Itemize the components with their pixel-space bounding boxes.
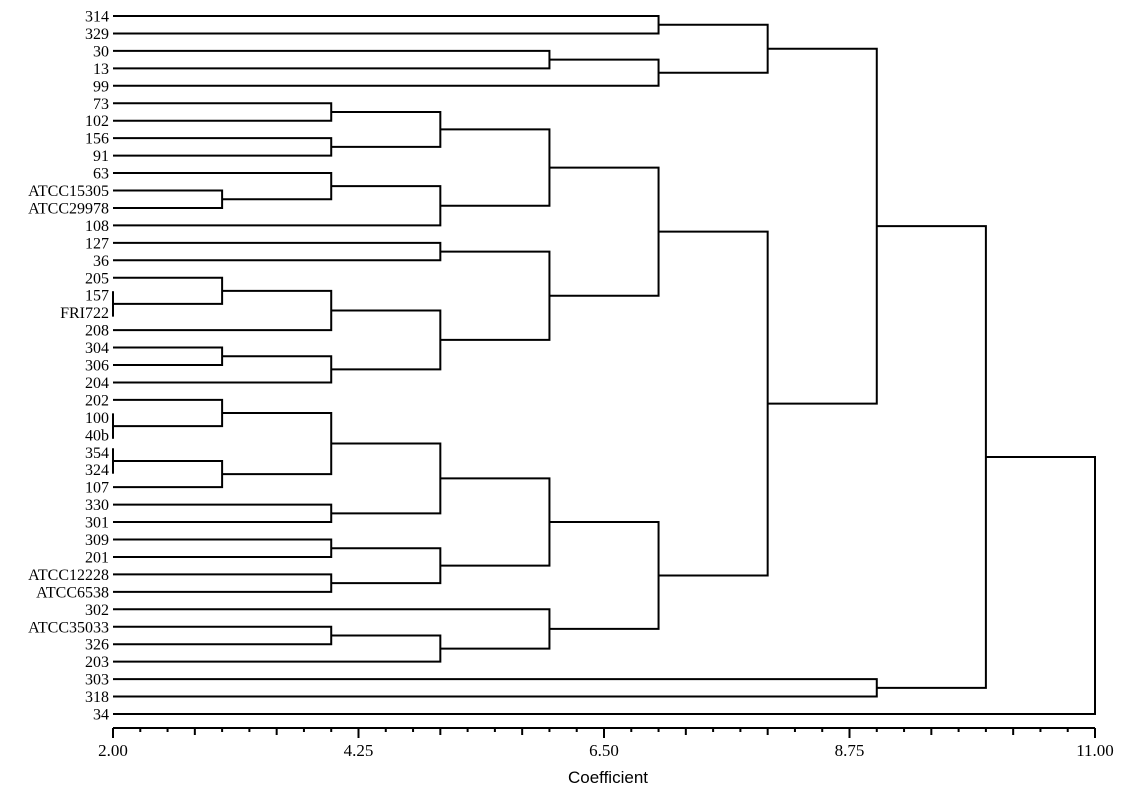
leaf-label: ATCC35033 — [28, 619, 109, 636]
leaf-label: 157 — [85, 288, 109, 305]
dendrogram-link — [440, 250, 551, 341]
dendrogram-link — [113, 289, 333, 332]
dendrogram-link — [113, 573, 333, 593]
leaf-label: 202 — [85, 392, 109, 409]
dendrogram-link — [113, 355, 333, 384]
dendrogram-link — [440, 128, 551, 207]
leaf-label: 30 — [93, 43, 109, 60]
leaf-label: 309 — [85, 532, 109, 549]
leaf-label: 108 — [85, 218, 109, 235]
x-axis-ticks — [112, 728, 1096, 738]
dendrogram-link — [113, 172, 333, 201]
dendrogram-link — [113, 625, 333, 646]
dendrogram-link — [113, 137, 333, 157]
dendrogram-link — [222, 411, 333, 476]
leaf-label: ATCC15305 — [28, 183, 109, 200]
leaf-label: 203 — [85, 654, 109, 671]
dendrogram-link — [113, 15, 660, 35]
leaf-label: 324 — [85, 462, 109, 479]
dendrogram-link — [440, 477, 551, 567]
leaf-label: 208 — [85, 323, 109, 340]
dendrogram-link — [113, 189, 224, 209]
tick-label: 4.25 — [344, 741, 374, 760]
leaf-label: 102 — [85, 113, 109, 130]
leaf-label: 99 — [93, 78, 109, 95]
leaf-label: 205 — [85, 270, 109, 287]
dendrogram-link — [549, 166, 660, 297]
dendrogram-link — [113, 49, 551, 70]
dendrogram-link — [113, 346, 224, 366]
dendrogram-branches — [112, 15, 1096, 715]
leaf-label: 204 — [85, 375, 109, 392]
dendrogram-link — [331, 110, 442, 148]
dendrogram-link — [658, 230, 769, 577]
leaf-label: 201 — [85, 549, 109, 566]
dendrogram-link — [113, 634, 442, 663]
leaf-labels: 314329301399731021569163ATCC15305ATCC299… — [28, 9, 109, 724]
leaf-label: ATCC12228 — [28, 567, 109, 584]
dendrogram-link — [113, 503, 333, 524]
leaf-label: ATCC29978 — [28, 200, 109, 217]
dendrogram-link — [767, 47, 878, 405]
leaf-label: 326 — [85, 637, 109, 654]
leaf-label: 100 — [85, 410, 109, 427]
leaf-label: 302 — [85, 602, 109, 619]
leaf-label: 40b — [85, 427, 109, 444]
dendrogram-link — [113, 459, 224, 489]
dendrogram-link — [113, 678, 878, 698]
leaf-label: 314 — [85, 9, 109, 26]
leaf-label: 127 — [85, 235, 109, 252]
dendrogram-link — [331, 442, 442, 515]
dendrogram-link — [658, 23, 769, 74]
leaf-label: 63 — [93, 166, 109, 183]
tick-label: 8.75 — [835, 741, 865, 760]
dendrogram-link — [113, 608, 551, 650]
dendrogram-link — [549, 521, 660, 630]
leaf-label: 36 — [93, 253, 109, 270]
leaf-label: 306 — [85, 358, 109, 375]
tick-label: 6.50 — [589, 741, 619, 760]
leaf-label: 330 — [85, 497, 109, 514]
x-axis: 2.00 4.25 6.50 8.75 11.00 Coefficient — [98, 727, 1114, 787]
dendrogram-link — [113, 185, 442, 227]
dendrogram-link — [113, 102, 333, 122]
leaf-label: FRI722 — [60, 305, 109, 322]
dendrogram-link — [331, 309, 442, 371]
dendrogram-link — [113, 455, 1096, 715]
leaf-label: 354 — [85, 445, 109, 462]
leaf-label: 318 — [85, 689, 109, 706]
dendrogram-link — [876, 225, 987, 689]
leaf-label: 91 — [93, 148, 109, 165]
tick-label: 11.00 — [1076, 741, 1114, 760]
leaf-label: 156 — [85, 131, 109, 148]
x-axis-title: Coefficient — [568, 768, 648, 787]
dendrogram-link — [113, 241, 442, 262]
x-axis-tick-labels: 2.00 4.25 6.50 8.75 11.00 — [98, 741, 1114, 760]
dendrogram-link — [113, 398, 224, 428]
tick-label: 2.00 — [98, 741, 128, 760]
leaf-label: 303 — [85, 672, 109, 689]
leaf-label: 304 — [85, 340, 109, 357]
leaf-label: 34 — [93, 707, 109, 724]
leaf-label: 329 — [85, 26, 109, 43]
leaf-label: 13 — [93, 61, 109, 78]
leaf-label: 301 — [85, 515, 109, 532]
leaf-label: 73 — [93, 96, 109, 113]
dendrogram-link — [113, 276, 224, 305]
dendrogram-link — [331, 547, 442, 585]
dendrogram-link — [113, 538, 333, 558]
leaf-label: ATCC6538 — [36, 584, 109, 601]
dendrogram-link — [113, 58, 660, 87]
leaf-label: 107 — [85, 480, 109, 497]
